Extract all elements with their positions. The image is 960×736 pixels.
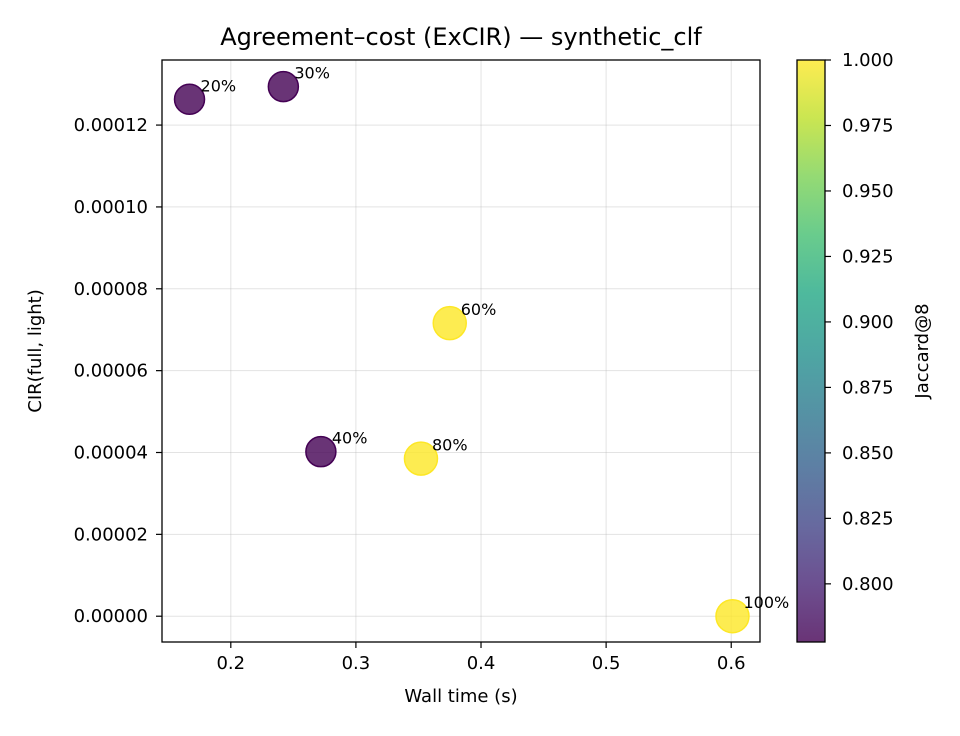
colorbar-tick-label: 0.950 — [842, 181, 894, 202]
y-tick-label: 0.00004 — [74, 443, 148, 464]
data-point — [715, 598, 750, 634]
x-tick-label: 0.3 — [342, 653, 371, 674]
y-axis: 0.00000 0.00002 0.00004 0.00006 0.00008 0.000… — [74, 115, 162, 627]
point-label: 80% — [432, 436, 468, 455]
x-tick-label: 0.2 — [216, 653, 245, 674]
colorbar: 0.800 0.825 0.850 0.875 0.900 0.925 0.950 0.975… — [796, 50, 933, 643]
y-axis-label: CIR(full, light) — [25, 289, 46, 413]
point-label: 60% — [461, 300, 497, 319]
x-axis: 0.2 0.3 0.4 0.5 0.6 — [216, 642, 746, 674]
x-tick-label: 0.4 — [467, 653, 496, 674]
x-tick-label: 0.6 — [717, 653, 746, 674]
x-axis-label: Wall time (s) — [404, 686, 517, 707]
colorbar-tick-label: 0.850 — [842, 443, 894, 464]
y-tick-label: 0.00000 — [74, 606, 148, 627]
y-tick-label: 0.00006 — [74, 361, 148, 382]
data-point — [403, 441, 439, 476]
point-label: 30% — [294, 64, 330, 83]
data-point — [305, 435, 337, 468]
data-point — [432, 305, 467, 341]
colorbar-frame — [796, 59, 826, 643]
colorbar-tick-label: 0.825 — [842, 508, 894, 529]
y-tick-label: 0.00008 — [74, 279, 148, 300]
colorbar-ticks: 0.800 0.825 0.850 0.875 0.900 0.925 0.950 0.975… — [825, 50, 894, 595]
chart-title: Agreement–cost (ExCIR) — synthetic_clf — [220, 23, 702, 51]
point-label: 40% — [332, 429, 368, 448]
colorbar-gradient — [797, 60, 825, 642]
y-tick-label: 0.00012 — [74, 115, 148, 136]
colorbar-label: Jaccard@8 — [912, 303, 933, 399]
grid — [162, 60, 760, 642]
colorbar-tick-label: 0.875 — [842, 377, 894, 398]
colorbar-tick-label: 1.000 — [842, 50, 894, 71]
scatter-points — [173, 70, 750, 634]
y-tick-label: 0.00010 — [74, 197, 148, 218]
colorbar-tick-label: 0.925 — [842, 246, 894, 267]
colorbar-tick-label: 0.975 — [842, 115, 894, 136]
y-tick-label: 0.00002 — [74, 524, 148, 545]
point-label: 100% — [743, 593, 789, 612]
colorbar-tick-label: 0.900 — [842, 312, 894, 333]
point-labels: 20% 30% 40% 60% 80% 100% — [201, 64, 790, 613]
plot-frame — [161, 59, 761, 643]
colorbar-tick-label: 0.800 — [842, 574, 894, 595]
data-point — [173, 83, 206, 116]
point-label: 20% — [201, 76, 237, 95]
data-point — [267, 70, 300, 103]
x-tick-label: 0.5 — [592, 653, 621, 674]
